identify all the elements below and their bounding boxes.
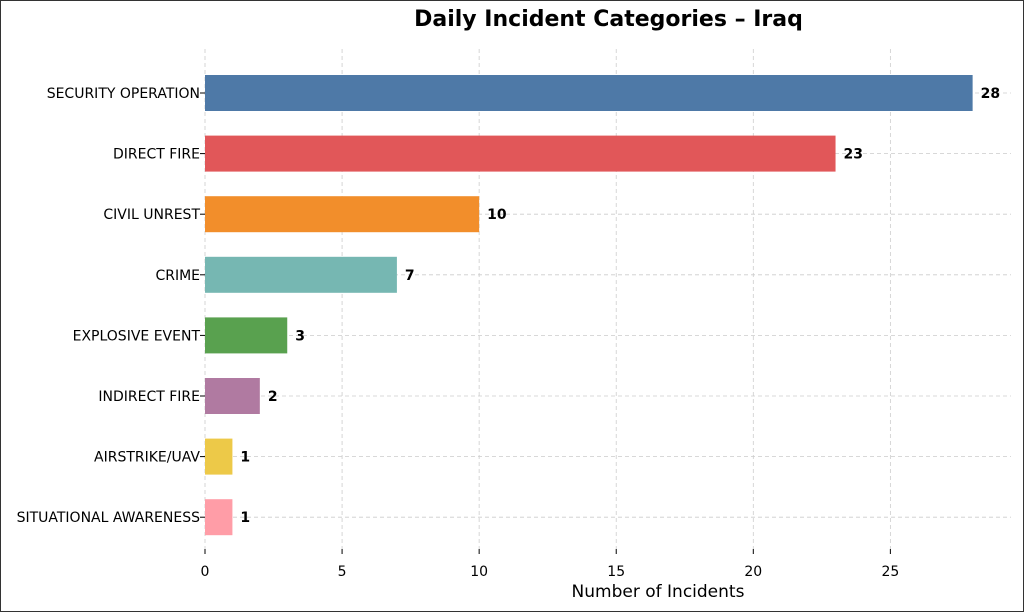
x-tick-label: 0: [201, 564, 210, 580]
bar: [205, 256, 397, 293]
category-label: CIVIL UNREST: [103, 207, 200, 223]
category-label: AIRSTRIKE/UAV: [94, 450, 200, 466]
category-label: SITUATIONAL AWARENESS: [17, 510, 201, 526]
category-labels: SECURITY OPERATION DIRECT FIRE CIVIL UNRES…: [17, 86, 205, 526]
x-tick-label: 10: [470, 564, 488, 580]
bar-value-label: 7: [405, 268, 415, 284]
category-label: DIRECT FIRE: [113, 147, 200, 163]
category-label: INDIRECT FIRE: [98, 389, 200, 405]
category-label: EXPLOSIVE EVENT: [73, 328, 201, 344]
x-tick-label: 15: [607, 564, 625, 580]
bar: [205, 378, 260, 414]
bar-value-label: 10: [487, 207, 507, 223]
bar-value-label: 2: [268, 389, 278, 405]
grid-lines: [204, 49, 1011, 549]
bar-value-label: 1: [240, 510, 250, 526]
category-label: CRIME: [155, 268, 200, 284]
bar-value-label: 23: [844, 147, 863, 163]
bars: 28 23 10 7 3 2 1 1: [205, 75, 1000, 536]
category-label: SECURITY OPERATION: [47, 86, 200, 102]
x-axis-ticks: 0 5 10 15 20 25: [201, 549, 899, 580]
x-axis-label: Number of Incidents: [572, 582, 745, 602]
x-tick-label: 20: [744, 564, 762, 580]
chart-title: Daily Incident Categories – Iraq: [414, 7, 803, 32]
bar-value-label: 1: [240, 450, 250, 466]
bar-value-label: 3: [295, 328, 305, 344]
bar: [205, 438, 233, 475]
x-tick-label: 5: [338, 564, 347, 580]
bar: [205, 499, 233, 536]
bar: [205, 75, 973, 111]
bar: [205, 317, 288, 354]
bar: [205, 196, 480, 233]
x-tick-label: 25: [881, 564, 899, 580]
bar-value-label: 28: [981, 86, 1000, 102]
bar: [205, 135, 836, 172]
